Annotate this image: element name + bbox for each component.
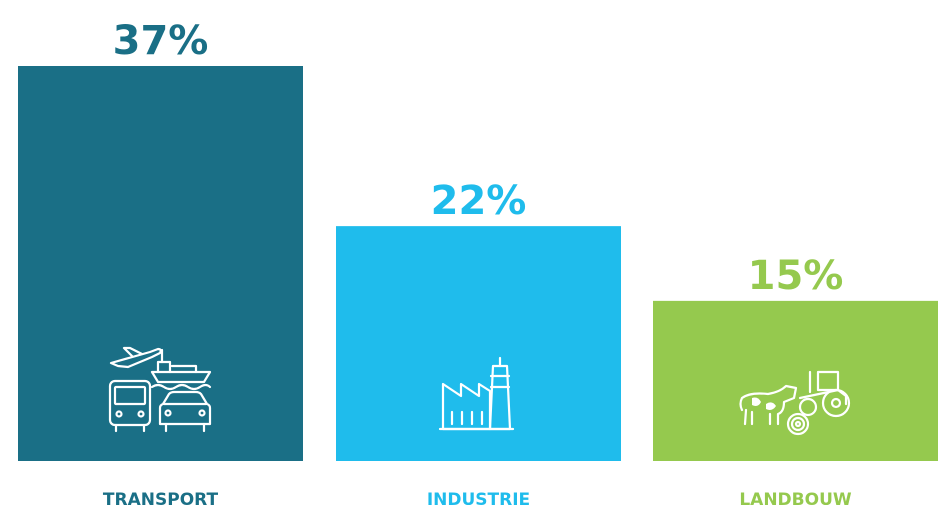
category-label-industrie: INDUSTRIE bbox=[427, 490, 530, 510]
transport-icon bbox=[108, 346, 212, 433]
category-label-landbouw: LANDBOUW bbox=[739, 490, 852, 510]
bar-industrie bbox=[336, 226, 621, 461]
category-label-transport: TRANSPORT bbox=[103, 490, 219, 510]
icons-group bbox=[108, 346, 851, 436]
value-labels-group: 37% 22% 15% bbox=[113, 18, 844, 299]
bar-landbouw bbox=[653, 300, 938, 461]
bar-transport bbox=[18, 66, 303, 461]
category-labels-group: TRANSPORT INDUSTRIE LANDBOUW bbox=[103, 490, 852, 510]
factory-icon bbox=[438, 356, 515, 431]
bars-group bbox=[18, 66, 938, 461]
agriculture-icon bbox=[739, 370, 851, 436]
value-label-landbouw: 15% bbox=[748, 253, 844, 299]
value-label-industrie: 22% bbox=[431, 178, 527, 224]
value-label-transport: 37% bbox=[113, 18, 209, 64]
